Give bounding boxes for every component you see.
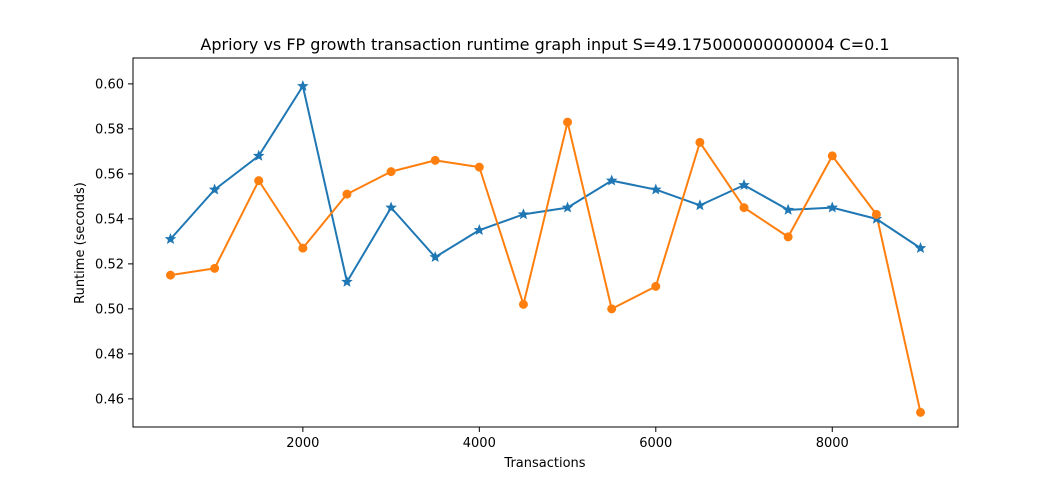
series-0-point [297, 80, 309, 92]
series-0-point [650, 183, 662, 195]
y-axis-label: Runtime (seconds) [73, 182, 88, 304]
series-1-point [166, 270, 175, 280]
series-0-point [517, 208, 530, 220]
x-tick-label: 4000 [463, 436, 496, 451]
series-1-point [871, 209, 881, 219]
series-1-point [254, 176, 264, 186]
series-1-point [518, 299, 528, 309]
series-1-point [695, 137, 705, 147]
series-0-point [473, 224, 486, 236]
series-1-point [474, 162, 484, 172]
series-0-point [605, 174, 618, 186]
series-0-point [826, 201, 839, 213]
series-0-point [208, 183, 221, 195]
series-0-point [782, 203, 794, 215]
y-tick-label: 0.50 [95, 302, 124, 317]
x-tick-label: 8000 [816, 436, 849, 451]
y-tick-label: 0.56 [95, 167, 124, 182]
y-tick-label: 0.60 [95, 77, 124, 92]
x-tick-label: 2000 [286, 436, 319, 451]
series-0-point [738, 179, 750, 191]
series-0-point [341, 275, 353, 287]
series-1-point [651, 281, 661, 291]
series-0-point [914, 242, 927, 254]
series-1-point [739, 203, 749, 213]
series-1-point [342, 189, 352, 199]
series-1-line [170, 121, 922, 413]
series-0-point [694, 199, 706, 211]
y-tick-label: 0.48 [95, 347, 124, 362]
series-0-point [252, 149, 265, 161]
plot-frame [132, 57, 959, 428]
series-1-point [916, 407, 925, 417]
series-1-point [827, 151, 837, 161]
series-0-point [385, 201, 397, 213]
x-tick-label: 6000 [639, 436, 672, 451]
series-1-point [607, 304, 617, 314]
series-0-point [164, 233, 177, 245]
series-1-point [386, 167, 396, 177]
y-tick-label: 0.46 [95, 392, 124, 407]
plot-area: 2000 4000 6000 8000 0.46 0.48 0.50 0.52 0.54 0.56… [95, 57, 959, 451]
y-tick-label: 0.52 [95, 257, 124, 272]
series-0-line [169, 85, 922, 283]
series-1-point [210, 263, 220, 273]
chart-title: Apriory vs FP growth transaction runtime… [200, 35, 889, 54]
y-tick-label: 0.58 [95, 122, 124, 137]
x-axis-label: Transactions [503, 456, 585, 471]
y-tick-label: 0.54 [95, 212, 124, 227]
series-0-point [429, 251, 441, 263]
series-1-point [783, 232, 793, 242]
series-1-point [430, 155, 440, 165]
series-1-point [298, 243, 308, 253]
series-1-point [563, 117, 573, 127]
series-0-point [561, 201, 574, 213]
